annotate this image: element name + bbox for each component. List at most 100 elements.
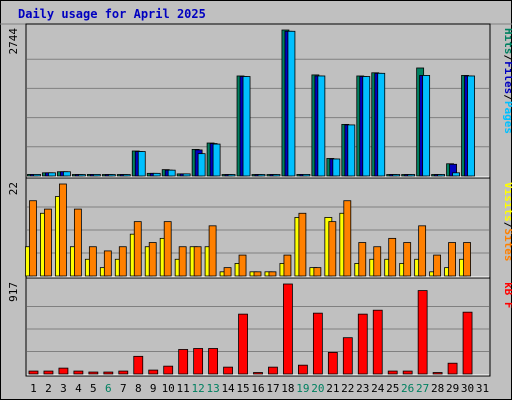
bar-sites-day-25 [388, 237, 397, 277]
bar-kb-f-day-22 [342, 337, 353, 375]
legend-item: Files [502, 61, 512, 94]
bar-kb-f-day-29 [447, 362, 458, 375]
bar-sites-day-17 [268, 271, 277, 277]
bar-kb-f-day-30 [462, 311, 473, 375]
bar-pages-day-17 [272, 174, 281, 177]
bar-pages-day-11 [182, 173, 191, 177]
legend-item: Sites [502, 228, 512, 261]
bar-sites-day-29 [448, 242, 456, 277]
bar-sites-day-14 [223, 267, 232, 277]
bar-pages-day-13 [212, 143, 221, 177]
x-tick-label-14: 14 [221, 382, 235, 395]
x-tick-label-16: 16 [251, 382, 264, 395]
x-tick-label-25: 25 [386, 382, 399, 395]
bar-sites-day-1 [29, 200, 37, 277]
bar-kb-f-day-23 [357, 313, 368, 375]
x-tick-label-4: 4 [75, 382, 82, 395]
bar-kb-f-day-8 [133, 355, 144, 375]
y-max-label: 22 [7, 182, 20, 195]
bar-kb-f-day-2 [43, 370, 54, 375]
panel-kbf [25, 277, 491, 377]
bar-pages-day-22 [347, 124, 356, 177]
bar-sites-day-11 [178, 246, 187, 277]
legend-item: kB F [502, 282, 512, 309]
bar-pages-day-1 [33, 174, 41, 177]
x-tick-label-12: 12 [192, 382, 205, 395]
bar-kb-f-day-1 [28, 370, 39, 375]
y-max-label: 917 [7, 282, 20, 302]
bar-kb-f-day-28 [432, 372, 443, 375]
x-tick-label-30: 30 [461, 382, 474, 395]
x-tick-label-8: 8 [135, 382, 142, 395]
bar-kb-f-day-11 [178, 349, 189, 375]
bar-sites-day-3 [59, 183, 67, 277]
bar-kb-f-day-13 [208, 348, 218, 375]
bar-pages-day-27 [422, 75, 431, 177]
bar-kb-f-day-9 [148, 369, 159, 375]
x-tick-label-15: 15 [236, 382, 249, 395]
bar-sites-day-20 [313, 267, 322, 277]
bar-pages-day-5 [92, 174, 101, 177]
bar-sites-day-28 [433, 254, 442, 277]
bar-sites-day-10 [163, 221, 172, 277]
x-tick-label-10: 10 [162, 382, 175, 395]
x-tick-label-24: 24 [371, 382, 385, 395]
bar-pages-day-26 [407, 174, 416, 177]
bar-pages-day-2 [48, 172, 56, 177]
bar-sites-day-13 [208, 225, 217, 277]
bar-kb-f-day-12 [193, 348, 204, 375]
legend-hits_files_pages: Hits/Files/Pages [502, 28, 512, 134]
bar-sites-day-15 [238, 254, 247, 277]
x-tick-label-6: 6 [105, 382, 112, 395]
bar-sites-day-8 [133, 221, 142, 277]
bar-sites-day-4 [73, 208, 82, 277]
x-tick-label-19: 19 [296, 382, 309, 395]
bar-pages-day-6 [107, 174, 116, 177]
bar-sites-day-9 [148, 242, 157, 277]
x-tick-label-17: 17 [266, 382, 279, 395]
bar-kb-f-day-21 [327, 352, 338, 375]
bar-kb-f-day-17 [268, 366, 278, 375]
bar-kb-f-day-16 [253, 372, 263, 375]
legend-item: Visits [502, 182, 512, 222]
bar-sites-day-2 [44, 208, 52, 277]
bar-pages-day-23 [362, 76, 371, 177]
bar-sites-day-12 [193, 246, 202, 277]
bar-pages-day-15 [242, 76, 251, 177]
bar-kb-f-day-26 [402, 370, 413, 375]
bar-pages-day-4 [77, 174, 86, 177]
bar-sites-day-6 [103, 250, 112, 277]
bar-kb-f-day-15 [238, 313, 248, 375]
bar-pages-day-14 [227, 174, 236, 177]
legend-item: / [502, 55, 512, 62]
x-tick-label-1: 1 [30, 382, 37, 395]
x-tick-label-20: 20 [311, 382, 324, 395]
bar-pages-day-3 [63, 171, 71, 177]
bar-kb-f-day-18 [283, 283, 293, 375]
bar-pages-day-20 [317, 75, 326, 177]
bar-sites-day-18 [283, 254, 292, 277]
bar-pages-day-16 [257, 174, 266, 177]
x-tick-label-11: 11 [177, 382, 190, 395]
bar-pages-day-19 [302, 174, 311, 177]
legend-kbf: kB F [502, 282, 512, 309]
x-tick-label-9: 9 [150, 382, 157, 395]
bar-sites-day-27 [418, 225, 427, 277]
legend-item: Pages [502, 101, 512, 134]
x-tick-label-28: 28 [431, 382, 444, 395]
x-tick-label-18: 18 [281, 382, 294, 395]
x-tick-label-27: 27 [416, 382, 429, 395]
bar-sites-day-21 [328, 221, 337, 277]
panel-visits_sites [25, 177, 491, 279]
x-tick-label-31: 31 [476, 382, 489, 395]
chart-title: Daily usage for April 2025 [18, 7, 206, 21]
bar-kb-f-day-24 [372, 309, 383, 375]
x-tick-label-5: 5 [90, 382, 97, 395]
bar-sites-day-24 [373, 246, 382, 277]
legend-item: / [502, 94, 512, 101]
x-tick-label-22: 22 [341, 382, 354, 395]
bar-pages-day-25 [392, 174, 401, 177]
x-tick-label-2: 2 [45, 382, 52, 395]
bar-kb-f-day-10 [163, 365, 174, 375]
